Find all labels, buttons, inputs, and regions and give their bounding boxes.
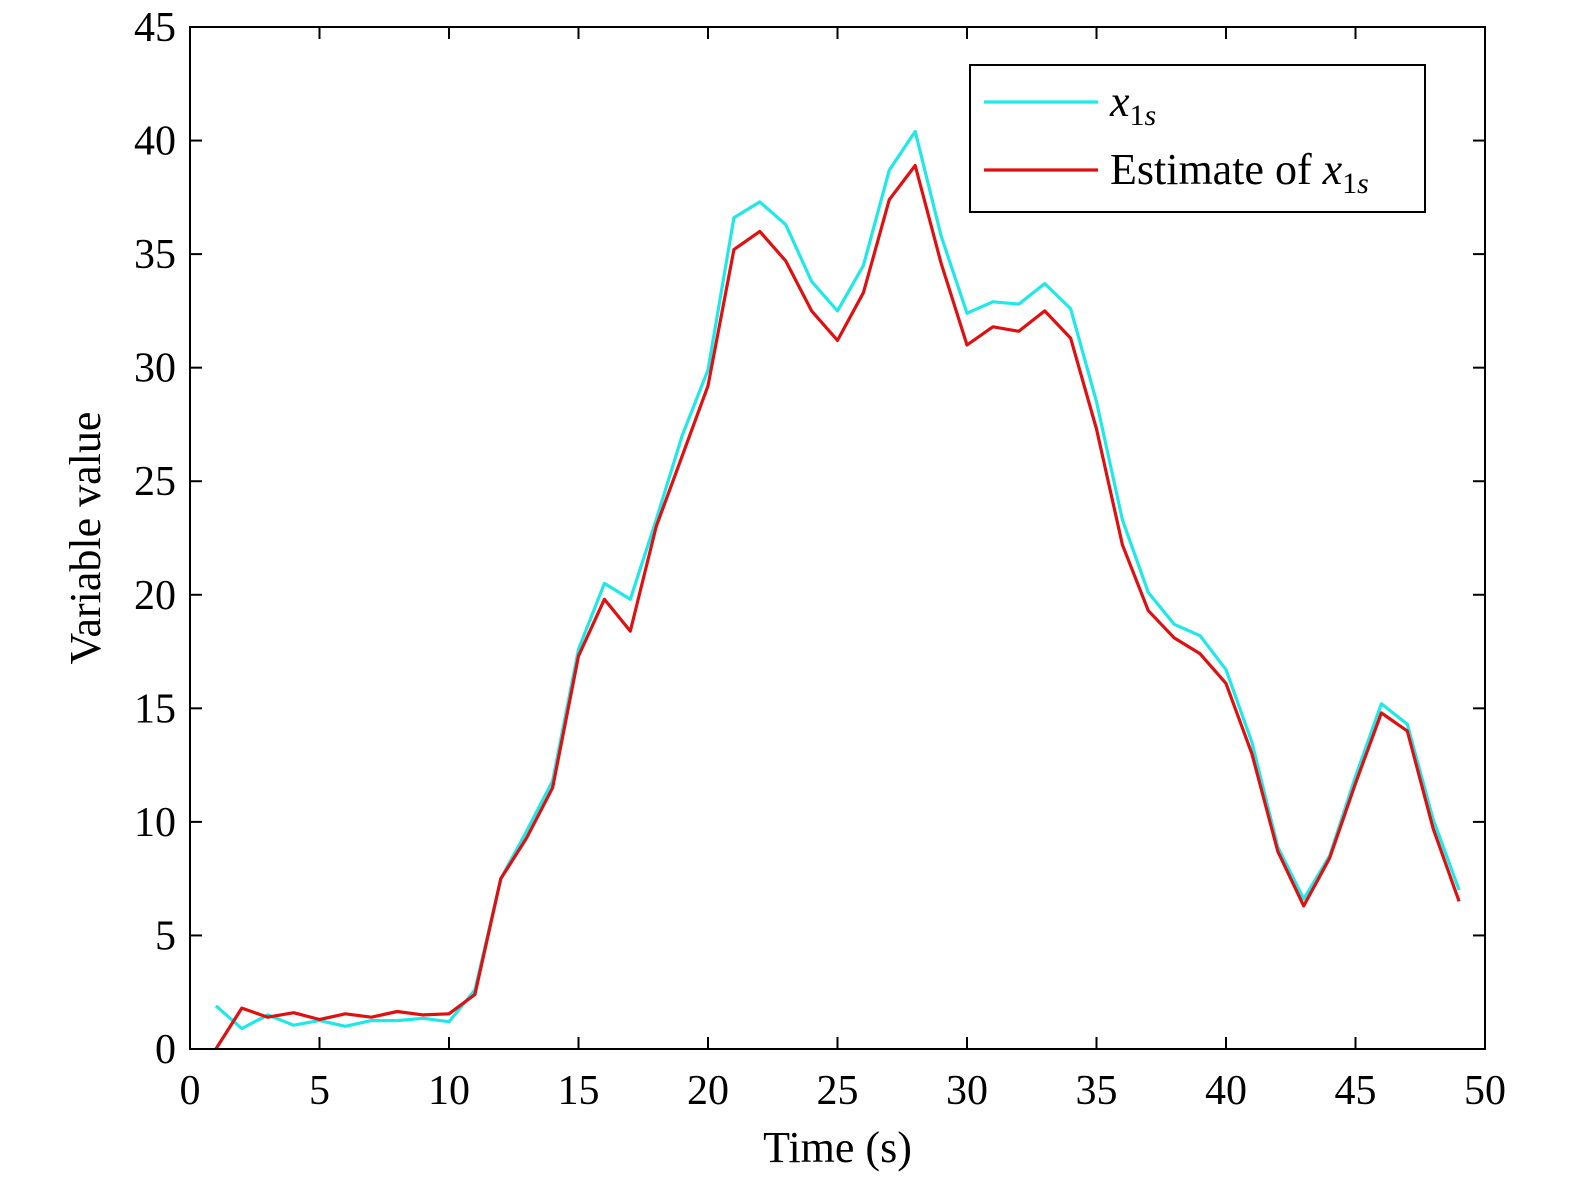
y-tick-label: 25: [134, 459, 176, 505]
series-layer: [214, 129, 1461, 1050]
y-tick-label: 0: [155, 1027, 176, 1073]
x-tick-label: 10: [428, 1068, 470, 1114]
series-line-2: [214, 163, 1461, 1050]
x-tick-label: 0: [180, 1068, 201, 1114]
x-tick-label: 30: [946, 1068, 988, 1114]
tick-layer: 0 5 10 15 20 25 30 35 40 45 50 0 5 10 15 20 25 30 35 40 45: [134, 5, 1506, 1114]
legend-label-2: Estimate of x1s: [1110, 145, 1369, 200]
x-tick-label: 15: [558, 1068, 600, 1114]
y-tick-label: 45: [134, 5, 176, 51]
y-tick-label: 20: [134, 573, 176, 619]
x-tick-label: 5: [309, 1068, 330, 1114]
y-tick-label: 35: [134, 232, 176, 278]
x-tick-label: 35: [1076, 1068, 1118, 1114]
y-tick-label: 15: [134, 686, 176, 732]
y-axis-label: Variable value: [61, 412, 110, 665]
y-tick-label: 5: [155, 913, 176, 959]
series-line-1: [214, 129, 1461, 1031]
x-tick-label: 50: [1464, 1068, 1506, 1114]
y-tick-label: 10: [134, 800, 176, 846]
x-tick-label: 20: [687, 1068, 729, 1114]
y-tick-label: 40: [134, 119, 176, 165]
x-tick-label: 25: [817, 1068, 859, 1114]
y-tick-label: 30: [134, 346, 176, 392]
x-tick-label: 45: [1335, 1068, 1377, 1114]
x-tick-label: 40: [1205, 1068, 1247, 1114]
legend-box: [969, 64, 1426, 213]
legend-label-1: x1s: [1109, 77, 1156, 132]
legend: x1s Estimate of x1s: [969, 64, 1426, 213]
x-axis-label: Time (s): [763, 1123, 912, 1172]
